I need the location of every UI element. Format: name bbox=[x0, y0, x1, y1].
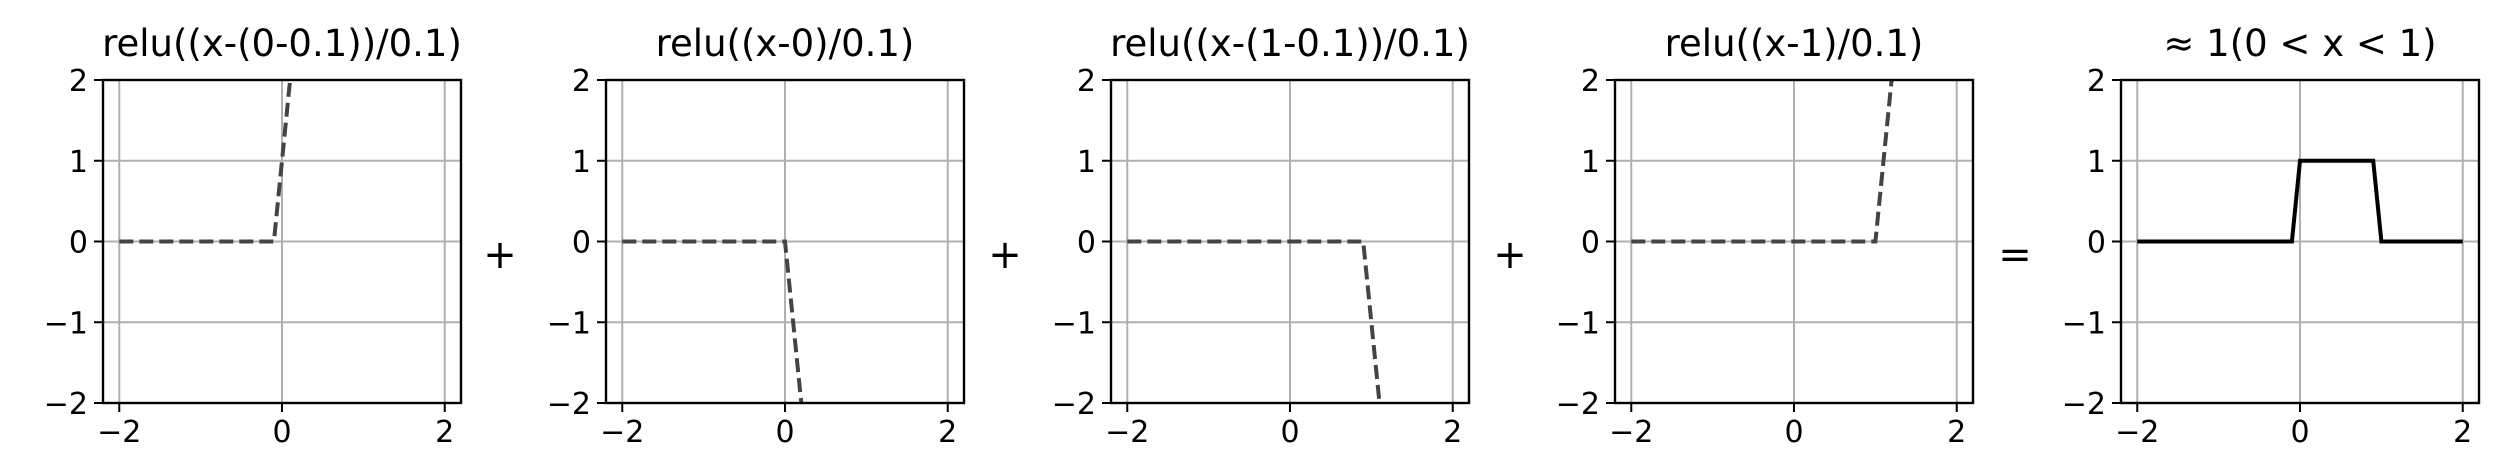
chart-3-ytick-label-1: −1 bbox=[1052, 306, 1096, 341]
chart-5-xtick-label-2: 2 bbox=[2453, 415, 2472, 450]
chart-2-ytick-label-4: 2 bbox=[572, 64, 591, 99]
chart-3-title: relu((x-(1-0.1))/0.1) bbox=[1110, 22, 1470, 65]
chart-2-xtick-label-1: 0 bbox=[775, 415, 794, 450]
chart-3-xtick-label-0: −2 bbox=[1105, 415, 1149, 450]
chart-3-xtick-label-2: 2 bbox=[1443, 415, 1462, 450]
chart-5-ytick-label-1: −1 bbox=[2062, 306, 2106, 341]
chart-4-xtick-label-1: 0 bbox=[1784, 415, 1803, 450]
chart-4-ytick-label-4: 2 bbox=[1581, 64, 1600, 99]
chart-1-xtick-label-2: 2 bbox=[435, 415, 454, 450]
chart-5-ytick-label-3: 1 bbox=[2087, 145, 2106, 180]
chart-1-ytick-label-4: 2 bbox=[69, 64, 88, 99]
chart-1-xtick-label-1: 0 bbox=[272, 415, 291, 450]
chart-2-ytick-label-0: −2 bbox=[547, 387, 591, 422]
chart-1-ytick-label-3: 1 bbox=[69, 145, 88, 180]
operator-1: + bbox=[483, 232, 517, 278]
operator-2: + bbox=[988, 232, 1022, 278]
operator-3: + bbox=[1493, 232, 1527, 278]
chart-2-title: relu((x-0)/0.1) bbox=[656, 22, 915, 65]
chart-3-ytick-label-4: 2 bbox=[1077, 64, 1096, 99]
chart-1-series-1-line bbox=[119, 79, 293, 244]
chart-1-ytick-label-0: −2 bbox=[44, 387, 88, 422]
chart-4-ytick-label-1: −1 bbox=[1556, 306, 1600, 341]
chart-3-ytick-label-3: 1 bbox=[1077, 145, 1096, 180]
chart-5-xtick-label-1: 0 bbox=[2290, 415, 2309, 450]
chart-2-ytick-label-1: −1 bbox=[547, 306, 591, 341]
operator-4: = bbox=[1998, 232, 2032, 278]
chart-4-ytick-label-0: −2 bbox=[1556, 387, 1600, 422]
chart-5-xtick-label-0: −2 bbox=[2115, 415, 2159, 450]
chart-1-ytick-label-2: 0 bbox=[69, 226, 88, 261]
chart-2-ytick-label-2: 0 bbox=[572, 226, 591, 261]
chart-3-xtick-label-1: 0 bbox=[1280, 415, 1299, 450]
chart-5-ytick-label-0: −2 bbox=[2062, 387, 2106, 422]
chart-5-ytick-label-2: 0 bbox=[2087, 226, 2106, 261]
chart-3-ytick-label-0: −2 bbox=[1052, 387, 1096, 422]
chart-5-series-1-line bbox=[2137, 158, 2463, 244]
chart-5-ytick-label-4: 2 bbox=[2087, 64, 2106, 99]
chart-1-xtick-label-0: −2 bbox=[97, 415, 141, 450]
chart-2-series-1-line bbox=[622, 239, 804, 404]
chart-2-xtick-label-0: −2 bbox=[600, 415, 644, 450]
chart-1-ytick-label-1: −1 bbox=[44, 306, 88, 341]
chart-2-xtick-label-2: 2 bbox=[938, 415, 957, 450]
chart-4-ytick-label-3: 1 bbox=[1581, 145, 1600, 180]
chart-4-xtick-label-2: 2 bbox=[1947, 415, 1966, 450]
chart-4-xtick-label-0: −2 bbox=[1609, 415, 1653, 450]
chart-5-title: ≈ 1(0 < x < 1) bbox=[2163, 22, 2436, 65]
chart-4-series-1-line bbox=[1631, 79, 1894, 244]
chart-4-title: relu((x-1)/0.1) bbox=[1665, 22, 1924, 65]
chart-4-ytick-label-2: 0 bbox=[1581, 226, 1600, 261]
chart-1-title: relu((x-(0-0.1))/0.1) bbox=[102, 22, 462, 65]
chart-2-ytick-label-3: 1 bbox=[572, 145, 591, 180]
chart-3-series-1-line bbox=[1127, 239, 1382, 404]
chart-3-ytick-label-2: 0 bbox=[1077, 226, 1096, 261]
